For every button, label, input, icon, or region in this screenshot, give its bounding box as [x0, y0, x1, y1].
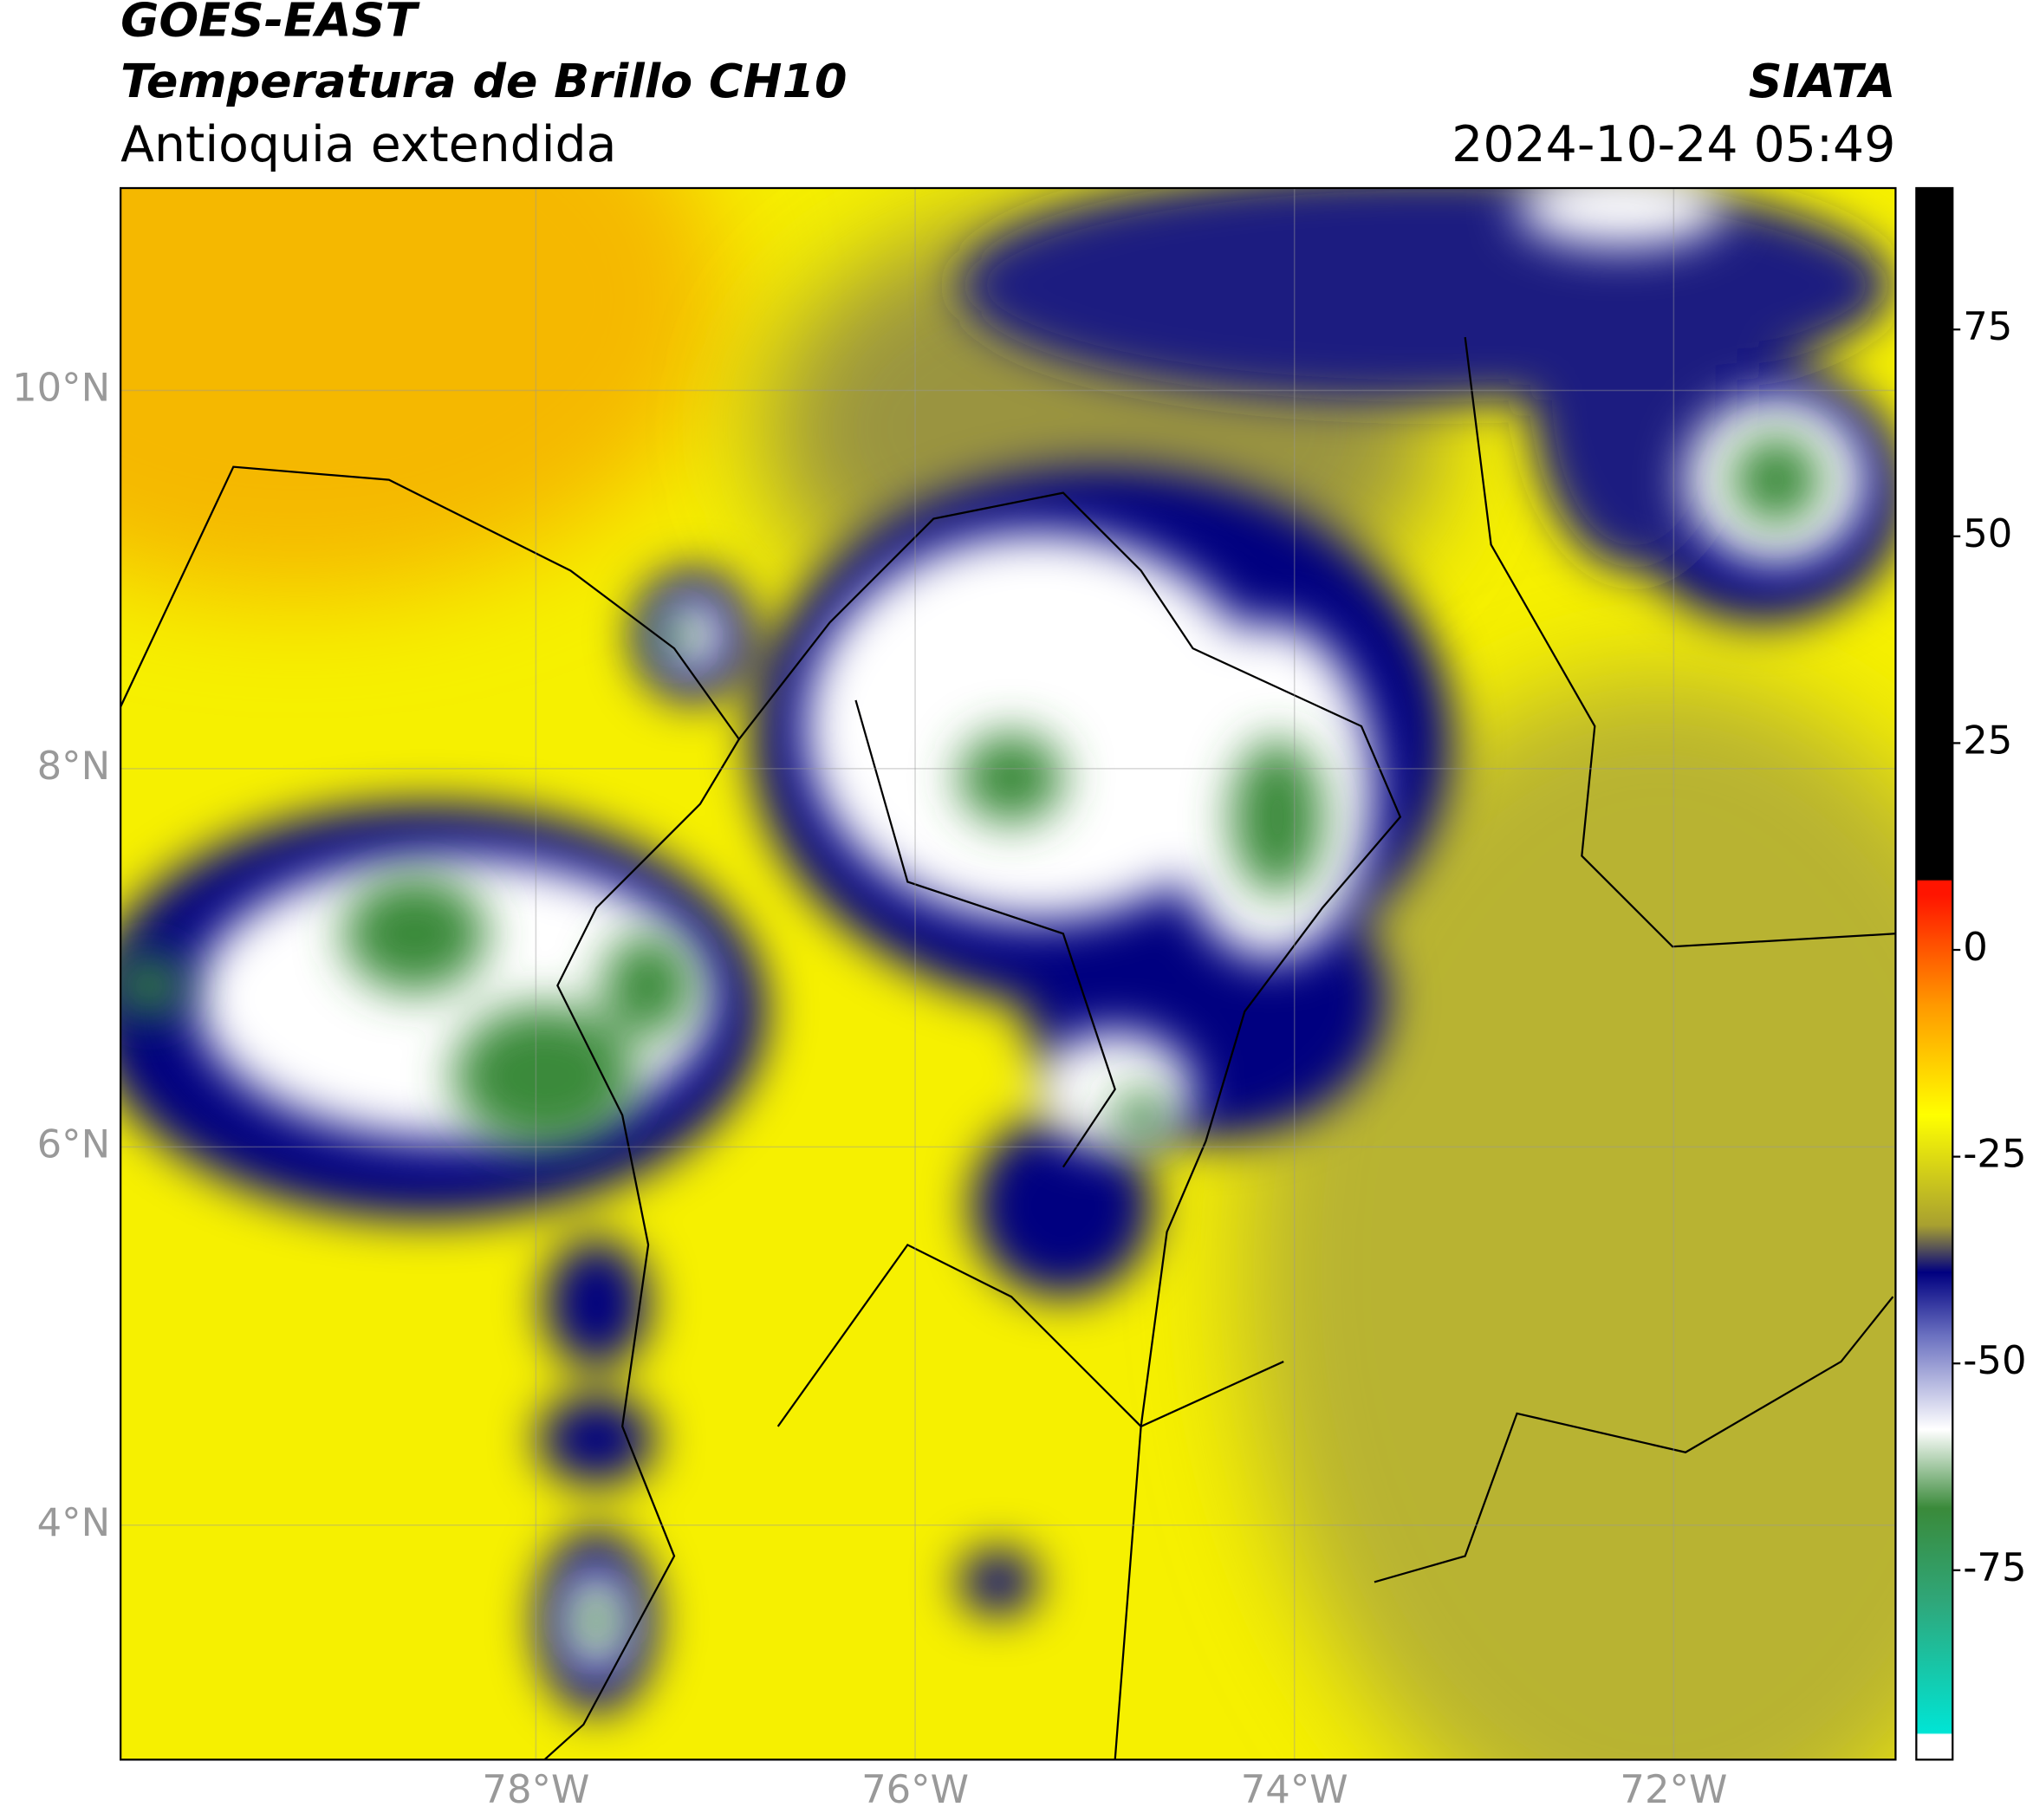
colorbar-tick-label: 0 — [1963, 924, 1988, 970]
colorbar-tick-label: 75 — [1963, 303, 2012, 349]
colorbar-tick-label: -50 — [1963, 1337, 2026, 1383]
x-tick-label: 78°W — [482, 1766, 589, 1812]
y-tick-label: 4°N — [37, 1499, 111, 1545]
x-tick-label: 76°W — [861, 1766, 969, 1812]
x-tick-label: 72°W — [1620, 1766, 1727, 1812]
product: Temperatura de Brillo CH10 — [120, 54, 847, 108]
x-tick-label: 74°W — [1241, 1766, 1348, 1812]
datetime: 2024-10-24 05:49 — [1452, 116, 1895, 173]
y-tick-label: 8°N — [37, 743, 111, 789]
colorbar-tick-label: -75 — [1963, 1544, 2026, 1590]
grid — [120, 188, 1896, 1760]
colorbar-tick-label: 50 — [1963, 510, 2012, 556]
borders — [120, 336, 1896, 1760]
y-tick-label: 6°N — [37, 1121, 111, 1167]
colorbar-tick-label: 25 — [1963, 717, 2012, 763]
region: Antioquia extendida — [120, 116, 616, 173]
organization: SIATA — [1749, 54, 1896, 108]
y-tick-label: 10°N — [12, 364, 110, 410]
colorbar — [1915, 186, 1954, 1761]
colorbar-tick-label: -25 — [1963, 1131, 2026, 1177]
satellite: GOES-EAST — [120, 0, 420, 48]
map-frame — [120, 186, 1897, 1761]
